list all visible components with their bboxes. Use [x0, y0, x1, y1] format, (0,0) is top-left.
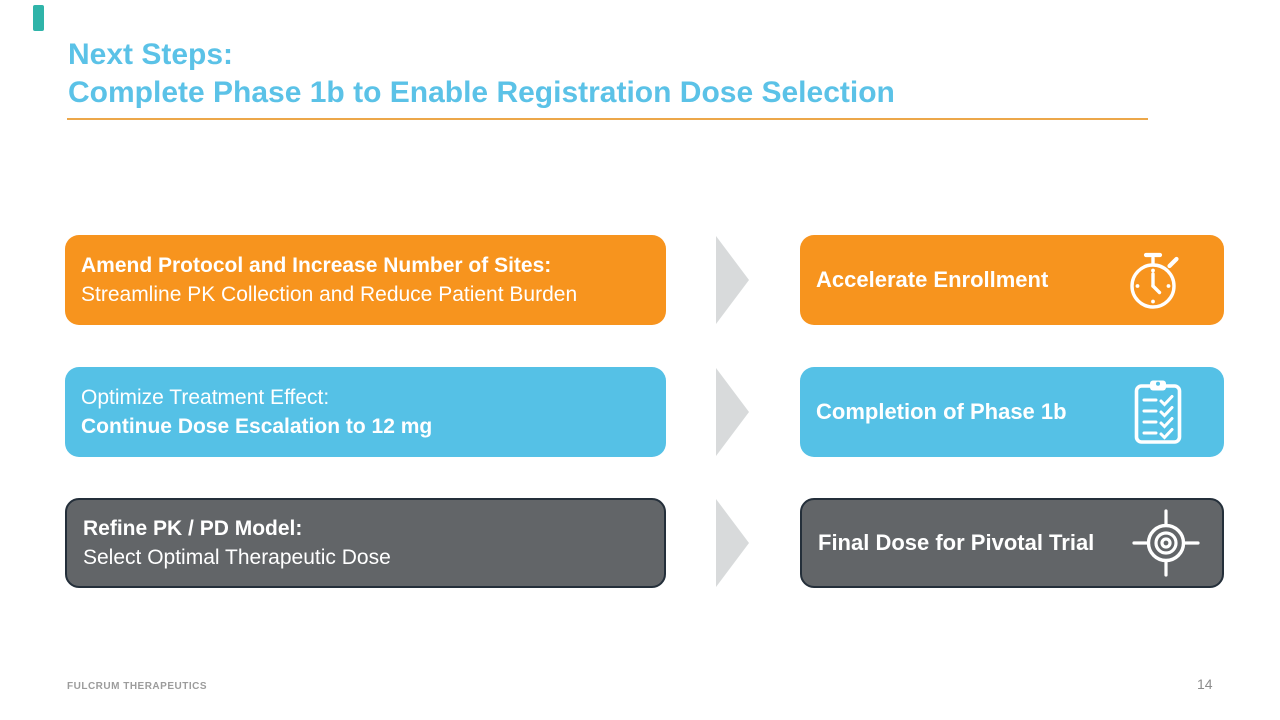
- stopwatch-icon: [1130, 252, 1179, 309]
- step-box-optimize-treatment: Optimize Treatment Effect: Continue Dose…: [65, 367, 666, 457]
- outcome-label: Completion of Phase 1b: [816, 399, 1067, 424]
- outcome-box-completion-phase-1b: Completion of Phase 1b: [800, 367, 1224, 457]
- footer-company-name: FULCRUM THERAPEUTICS: [67, 681, 207, 692]
- clipboard-checklist-icon: [1134, 380, 1182, 444]
- flow-row-refine-pkpd: Refine PK / PD Model: Select Optimal The…: [0, 498, 1280, 588]
- title-underline: [67, 118, 1148, 120]
- brand-accent-bar: [33, 5, 44, 31]
- step-box-line2: Continue Dose Escalation to 12 mg: [81, 415, 433, 438]
- flow-row-amend-protocol: Amend Protocol and Increase Number of Si…: [0, 235, 1280, 325]
- slide-title: Next Steps: Complete Phase 1b to Enable …: [68, 36, 895, 112]
- step-box-line2: Streamline PK Collection and Reduce Pati…: [81, 283, 578, 306]
- title-line-2: Complete Phase 1b to Enable Registration…: [68, 76, 895, 109]
- outcome-box-accelerate-enrollment: Accelerate Enrollment: [800, 235, 1224, 325]
- page-number: 14: [1197, 676, 1213, 692]
- step-box-line1: Amend Protocol and Increase Number of Si…: [81, 254, 552, 277]
- step-box-refine-pkpd: Refine PK / PD Model: Select Optimal The…: [65, 498, 666, 588]
- chevron-right-arrow-icon: [716, 236, 749, 324]
- target-icon: [1132, 509, 1200, 577]
- chevron-right-arrow-icon: [716, 499, 749, 587]
- outcome-label: Final Dose for Pivotal Trial: [818, 530, 1095, 555]
- outcome-box-final-dose: Final Dose for Pivotal Trial: [800, 498, 1224, 588]
- flow-row-optimize-treatment: Optimize Treatment Effect: Continue Dose…: [0, 367, 1280, 457]
- title-line-1: Next Steps:: [68, 38, 234, 71]
- outcome-label: Accelerate Enrollment: [816, 267, 1049, 292]
- chevron-right-arrow-icon: [716, 368, 749, 456]
- step-box-line1: Refine PK / PD Model:: [83, 517, 303, 540]
- step-box-line2: Select Optimal Therapeutic Dose: [83, 546, 391, 569]
- step-box-line1: Optimize Treatment Effect:: [81, 386, 330, 409]
- step-box-amend-protocol: Amend Protocol and Increase Number of Si…: [65, 235, 666, 325]
